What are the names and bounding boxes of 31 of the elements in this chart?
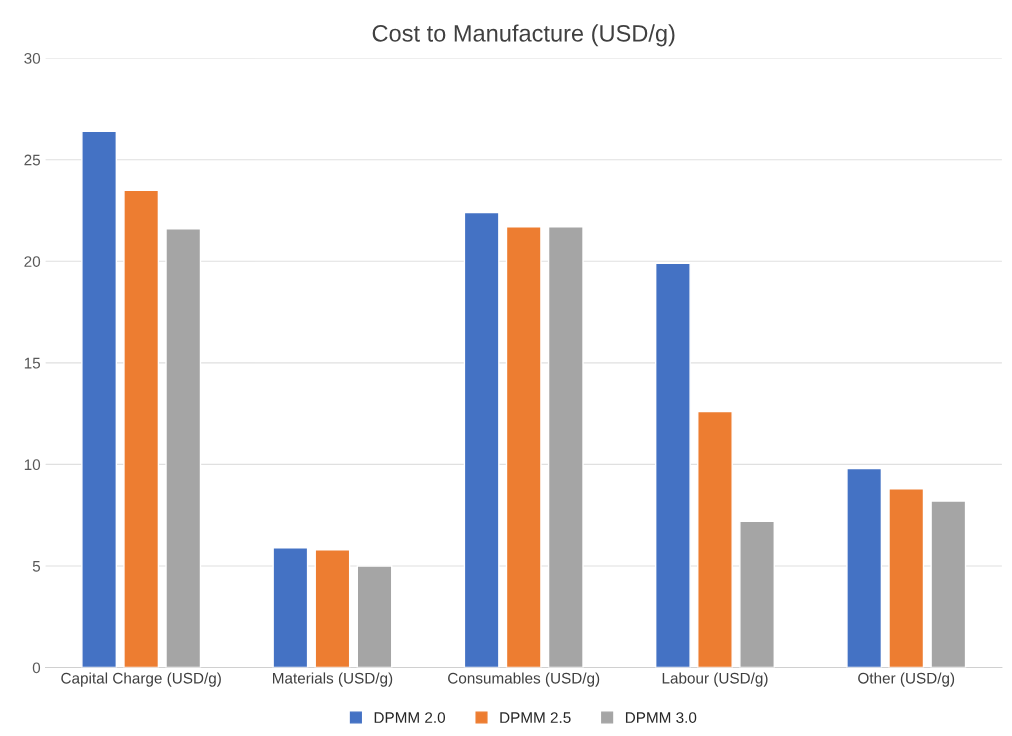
y-tick-label: 10	[24, 459, 41, 471]
bar	[697, 410, 733, 668]
bar	[314, 549, 351, 668]
y-tick-label: 0	[32, 662, 41, 674]
legend-label: DPMM 3.0	[625, 712, 697, 723]
x-tick-label: Labour (USD/g)	[662, 672, 768, 687]
bar	[81, 130, 118, 668]
bar	[547, 226, 584, 668]
y-tick-label: 20	[24, 256, 41, 267]
legend-label: DPMM 2.0	[374, 712, 446, 723]
x-tick-label: Capital Charge (USD/g)	[61, 672, 221, 687]
x-tick-label: Materials (USD/g)	[273, 672, 393, 687]
y-tick-label: 15	[24, 357, 41, 369]
bar	[165, 228, 202, 668]
y-tick-label: 5	[32, 561, 41, 572]
bar	[505, 226, 542, 668]
legend-label: DPMM 2.5	[500, 712, 571, 723]
bar	[739, 520, 775, 668]
bar	[356, 565, 393, 668]
y-tick-label: 25	[24, 154, 41, 166]
chart-title: Cost to Manufacture (USD/g)	[372, 24, 675, 47]
bar	[463, 211, 500, 668]
bar	[272, 547, 309, 668]
y-tick-label: 30	[24, 53, 41, 64]
x-tick-label: Consumables (USD/g)	[448, 672, 600, 687]
bar	[888, 488, 925, 668]
bar	[654, 262, 691, 668]
bar	[123, 189, 160, 668]
bar	[930, 500, 967, 668]
bar	[846, 467, 883, 668]
x-tick-label: Other (USD/g)	[858, 672, 955, 687]
